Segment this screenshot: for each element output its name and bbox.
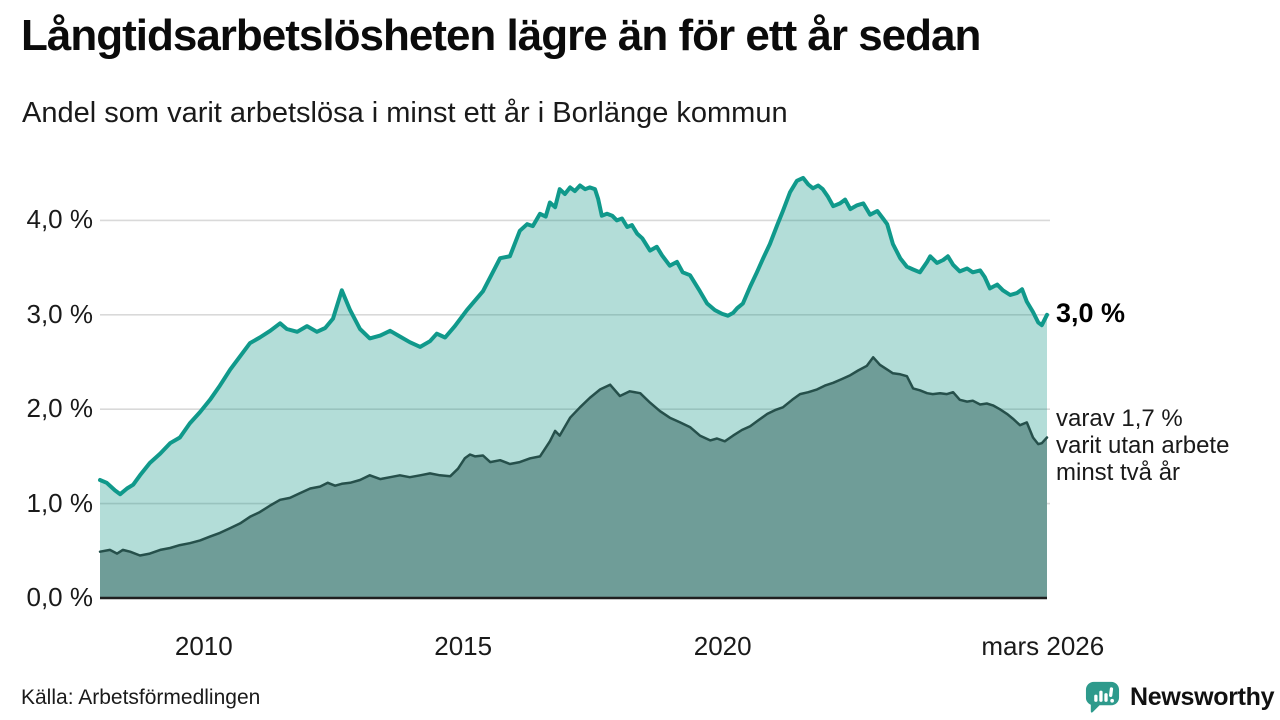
- endpoint-label-total: 3,0 %: [1056, 297, 1126, 328]
- page-subtitle: Andel som varit arbetslösa i minst ett å…: [22, 97, 788, 129]
- brand-name: Newsworthy: [1130, 683, 1275, 711]
- x-axis-labels: 2010 2015 2020 mars 2026: [0, 631, 1280, 665]
- page-title: Långtidsarbetslösheten lägre än för ett …: [21, 11, 981, 60]
- y-tick-label: 4,0 %: [26, 204, 94, 235]
- x-tick-label: 2020: [693, 631, 752, 661]
- y-tick-label: 1,0 %: [26, 487, 94, 518]
- area-fill: [100, 357, 1047, 598]
- series-line: [98, 356, 1049, 557]
- endpoint-subseries-line-2: varit utan arbete: [1056, 431, 1230, 459]
- y-axis-labels: 0,0 % 1,0 % 2,0 % 3,0 % 4,0 %: [0, 0, 100, 720]
- x-tick-label: 2010: [174, 631, 233, 661]
- source-note: Källa: Arbetsförmedlingen: [21, 686, 261, 709]
- y-tick-label: 2,0 %: [26, 393, 94, 424]
- y-tick-label: 0,0 %: [26, 582, 94, 612]
- endpoint-subseries-line-3: minst två år: [1056, 458, 1181, 486]
- y-tick-label: 3,0 %: [26, 298, 94, 329]
- endpoint-subseries-line-1: varav 1,7 %: [1056, 404, 1183, 432]
- x-tick-label: 2015: [434, 631, 493, 661]
- series-line: [98, 175, 1049, 497]
- x-tick-label: mars 2026: [981, 631, 1105, 661]
- endpoint-label-subseries: varav 1,7 % varit utan arbete minst två …: [1056, 405, 1229, 486]
- newsworthy-speech-bubble-icon: [1085, 681, 1120, 713]
- brand-logo: Newsworthy: [1084, 679, 1275, 716]
